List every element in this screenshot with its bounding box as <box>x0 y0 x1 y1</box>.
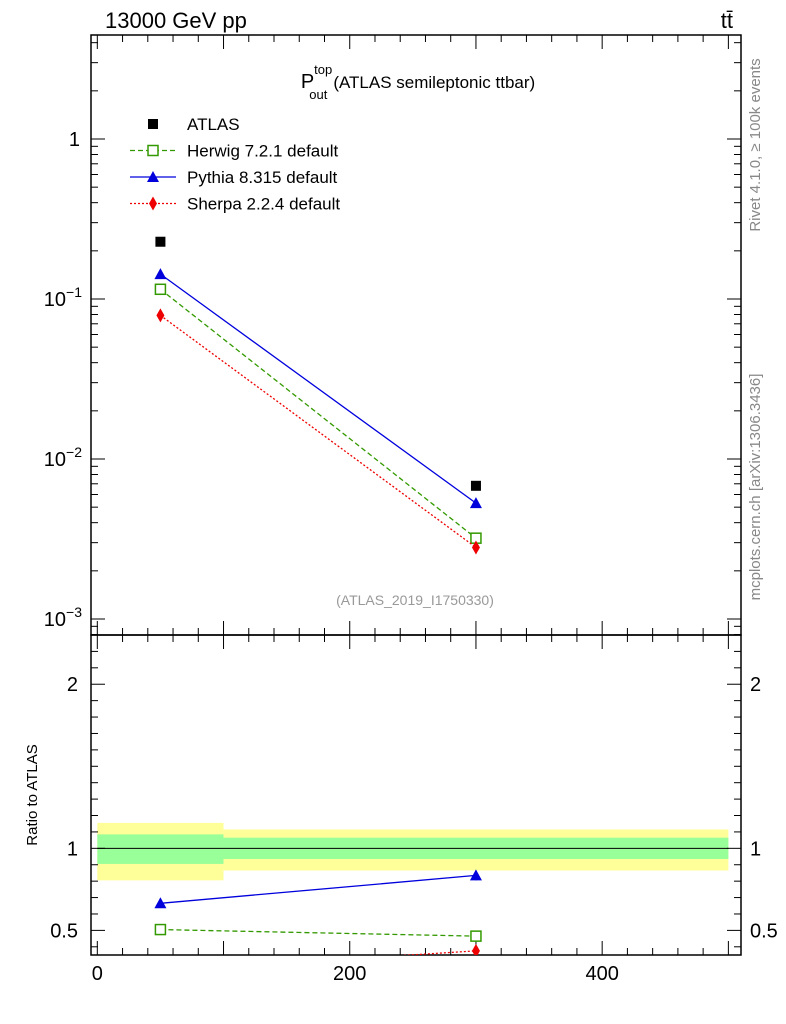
main-y-tick-label: 10−3 <box>44 604 82 631</box>
legend-label: ATLAS <box>187 115 240 134</box>
legend-marker <box>147 144 159 157</box>
series-line-1 <box>160 273 477 504</box>
ratio-y-tick-label-right: 0.5 <box>750 920 778 942</box>
data-point <box>155 236 166 247</box>
ratio-panel-frame <box>90 634 742 956</box>
legend-item-0: ATLAS <box>148 115 240 134</box>
ratio-line-0 <box>160 928 476 937</box>
legend-marker <box>148 119 158 129</box>
axis-ticks: 0 200 400 1 10−1 10−2 10−3 0.5 0.5 1 1 2 2 <box>44 35 778 985</box>
series-point-2 <box>471 540 480 555</box>
series-line-0 <box>160 288 477 539</box>
ratio-line-1 <box>160 874 477 904</box>
ratio-line-2 <box>399 950 476 955</box>
main-y-tick-label: 10−1 <box>44 284 82 311</box>
main-y-tick-label: 10−2 <box>44 444 82 471</box>
legend-item-1: Herwig 7.2.1 default <box>130 142 338 161</box>
ratio-y-axis-label: Ratio to ATLAS <box>24 744 41 845</box>
x-tick-label: 400 <box>585 963 618 985</box>
legend-item-2: Pythia 8.315 default <box>130 168 338 187</box>
legend-label: Sherpa 2.2.4 default <box>187 195 340 214</box>
series-point-2 <box>156 308 165 323</box>
ratio-y-tick-label: 2 <box>67 674 78 696</box>
plot-title: Ptop out(ATLAS semileptonic ttbar) <box>301 62 535 102</box>
ratio-point-0 <box>154 923 167 936</box>
beam-label: 13000 GeV pp <box>105 8 247 33</box>
legend-label: Herwig 7.2.1 default <box>187 142 338 161</box>
legend-item-3: Sherpa 2.2.4 default <box>130 195 340 214</box>
ratio-point-1 <box>469 869 482 881</box>
main-series <box>154 236 482 555</box>
legend-marker <box>147 171 159 182</box>
ratio-y-tick-label: 1 <box>67 838 78 860</box>
ratio-point-1 <box>154 897 167 909</box>
rivet-version-label: Rivet 4.1.0, ≥ 100k events <box>747 58 764 231</box>
series-point-1 <box>154 268 167 280</box>
series-point-1 <box>469 497 482 509</box>
mcplots-label: mcplots.cern.ch [arXiv:1306.3436] <box>747 374 764 601</box>
data-point <box>470 480 481 491</box>
series-line-2 <box>160 314 477 548</box>
process-label: tt̄ <box>721 8 733 33</box>
legend-label: Pythia 8.315 default <box>187 168 338 187</box>
legend-marker <box>149 196 157 211</box>
ratio-y-tick-label: 0.5 <box>50 920 78 942</box>
ratio-point-0 <box>470 930 482 942</box>
analysis-watermark: (ATLAS_2019_I1750330) <box>336 592 494 608</box>
ratio-y-tick-label-right: 2 <box>750 674 761 696</box>
series-point-0 <box>154 283 167 296</box>
legend: ATLAS Herwig 7.2.1 default Pythia 8.315 de… <box>130 115 340 214</box>
main-y-tick-label: 1 <box>69 129 80 151</box>
ratio-point-2 <box>471 943 480 955</box>
x-tick-label: 200 <box>333 963 366 985</box>
band-green <box>97 834 224 864</box>
ratio-y-tick-label-right: 1 <box>750 838 761 860</box>
ratio-point-2 <box>156 964 164 978</box>
uncertainty-bands <box>97 822 729 881</box>
x-tick-label: 0 <box>92 963 103 985</box>
ratio-series <box>154 869 482 978</box>
